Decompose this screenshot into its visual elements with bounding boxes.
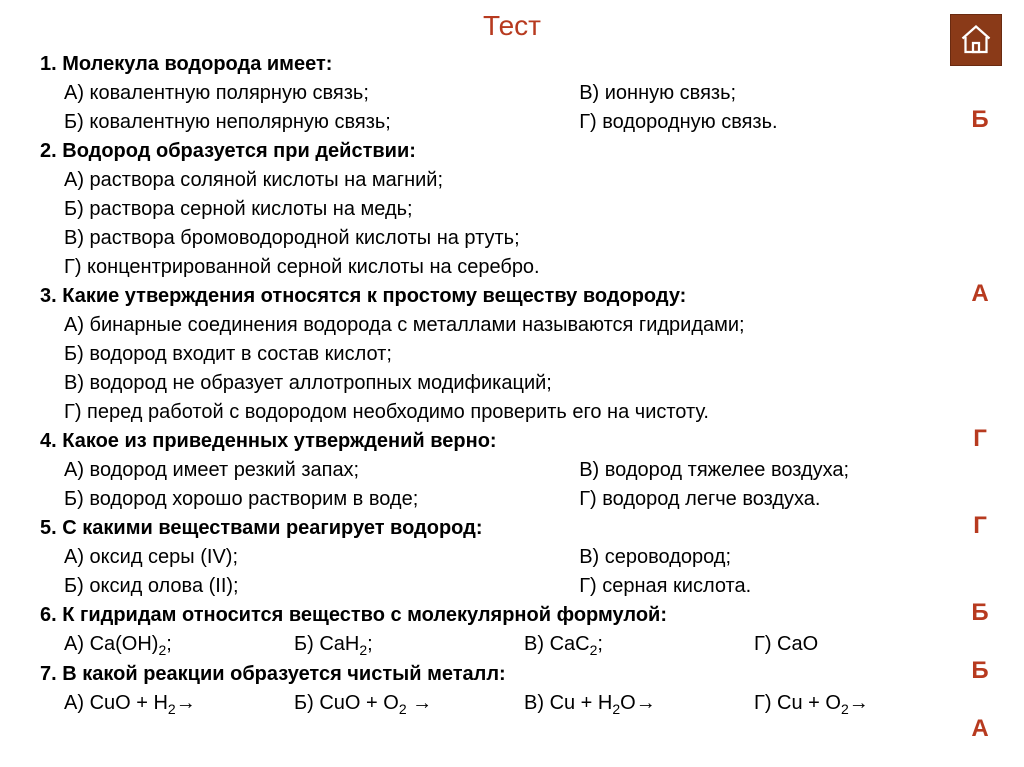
question-2: 2. Водород образуется при действии: А) р… [40,137,984,282]
qnum: 2. [40,140,57,162]
qnum: 6. [40,604,57,626]
option: Б) CuO + O2 → [294,689,524,719]
option: Б) ковалентную неполярную связь; [64,108,579,137]
answer-badge: Г [960,512,1000,540]
option: Г) CaO [754,630,984,660]
qtext: Какое из приведенных утверждений верно: [62,430,496,452]
question-5: 5. С какими веществами реагирует водород… [40,514,984,601]
qnum: 7. [40,663,57,685]
option: В) сероводород; [579,543,984,572]
answer-badge: Б [960,599,1000,627]
answer-badge: Б [960,657,1000,685]
option: А) Ca(OH)2; [64,630,294,660]
question-3: 3. Какие утверждения относятся к простом… [40,282,984,427]
option: Б) водород хорошо растворим в воде; [64,485,579,514]
qtext: К гидридам относится вещество с молекуля… [62,604,667,626]
qtext: В какой реакции образуется чистый металл… [62,663,505,685]
question-7: 7. В какой реакции образуется чистый мет… [40,660,984,719]
option: Б) раствора серной кислоты на медь; [64,195,984,224]
qtext: Молекула водорода имеет: [62,53,332,75]
qtext: С какими веществами реагирует водород: [62,517,482,539]
qnum: 3. [40,285,57,307]
qtext: Водород образуется при действии: [62,140,416,162]
option: Г) перед работой с водородом необходимо … [64,398,984,427]
answer-badge: А [960,280,1000,308]
option: В) водород не образует аллотропных модиф… [64,369,984,398]
answer-badge: Г [960,425,1000,453]
answer-column: Б А Г Г Б Б А [960,0,1000,767]
option: А) бинарные соединения водорода с металл… [64,311,984,340]
option: Б) CaH2; [294,630,524,660]
question-6: 6. К гидридам относится вещество с молек… [40,601,984,660]
option: Б) оксид олова (II); [64,572,579,601]
answer-badge: Б [960,106,1000,134]
option: А) ковалентную полярную связь; [64,79,579,108]
qnum: 5. [40,517,57,539]
option: Г) водород легче воздуха. [579,485,984,514]
quiz-content: 1. Молекула водорода имеет: А) ковалентн… [0,50,1024,720]
option: В) CaC2; [524,630,754,660]
option: В) водород тяжелее воздуха; [579,456,984,485]
option: В) ионную связь; [579,79,984,108]
option: А) водород имеет резкий запах; [64,456,579,485]
option: А) оксид серы (IV); [64,543,579,572]
option: В) Cu + H2O→ [524,689,754,719]
question-1: 1. Молекула водорода имеет: А) ковалентн… [40,50,984,137]
qnum: 4. [40,430,57,452]
option: Г) концентрированной серной кислоты на с… [64,253,984,282]
option: Г) водородную связь. [579,108,984,137]
option: Б) водород входит в состав кислот; [64,340,984,369]
option: Г) Cu + O2→ [754,689,984,719]
qnum: 1. [40,53,57,75]
option: А) раствора соляной кислоты на магний; [64,166,984,195]
option: В) раствора бромоводородной кислоты на р… [64,224,984,253]
page-title: Тест [0,0,1024,50]
question-4: 4. Какое из приведенных утверждений верн… [40,427,984,514]
option: А) CuO + H2→ [64,689,294,719]
answer-badge: А [960,715,1000,743]
option: Г) серная кислота. [579,572,984,601]
qtext: Какие утверждения относятся к простому в… [62,285,686,307]
